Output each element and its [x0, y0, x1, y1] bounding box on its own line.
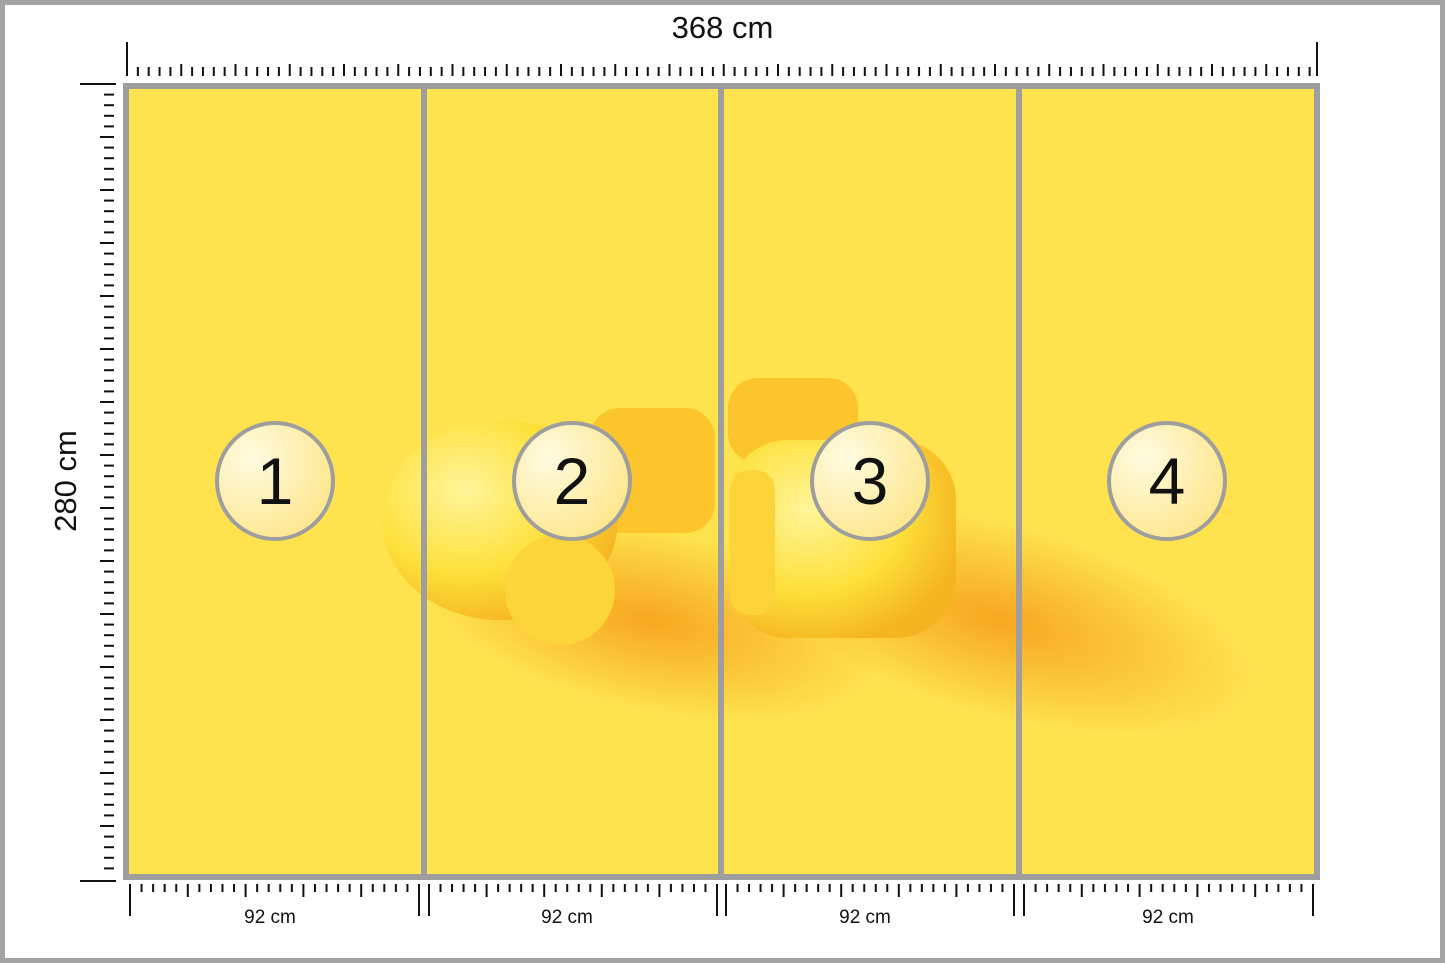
panel-number-2: 2: [553, 444, 591, 518]
panel-width-3: 92 cm: [839, 907, 891, 928]
panel-number-3: 3: [851, 444, 889, 518]
panel-width-1: 92 cm: [244, 907, 296, 928]
panel-width-2: 92 cm: [541, 907, 593, 928]
panel-number-4: 4: [1148, 444, 1186, 518]
height-label: 280 cm: [48, 430, 83, 532]
panel-frame: [123, 83, 1320, 880]
width-label: 368 cm: [671, 10, 774, 45]
ruler-ticks: [80, 42, 1318, 916]
panel-width-4: 92 cm: [1142, 907, 1194, 928]
panel-badge-4: [1107, 421, 1227, 541]
panel-badge-2: [512, 421, 632, 541]
panel-badge-3: [810, 421, 930, 541]
panel-badge-1: [215, 421, 335, 541]
panel-number-1: 1: [256, 444, 294, 518]
